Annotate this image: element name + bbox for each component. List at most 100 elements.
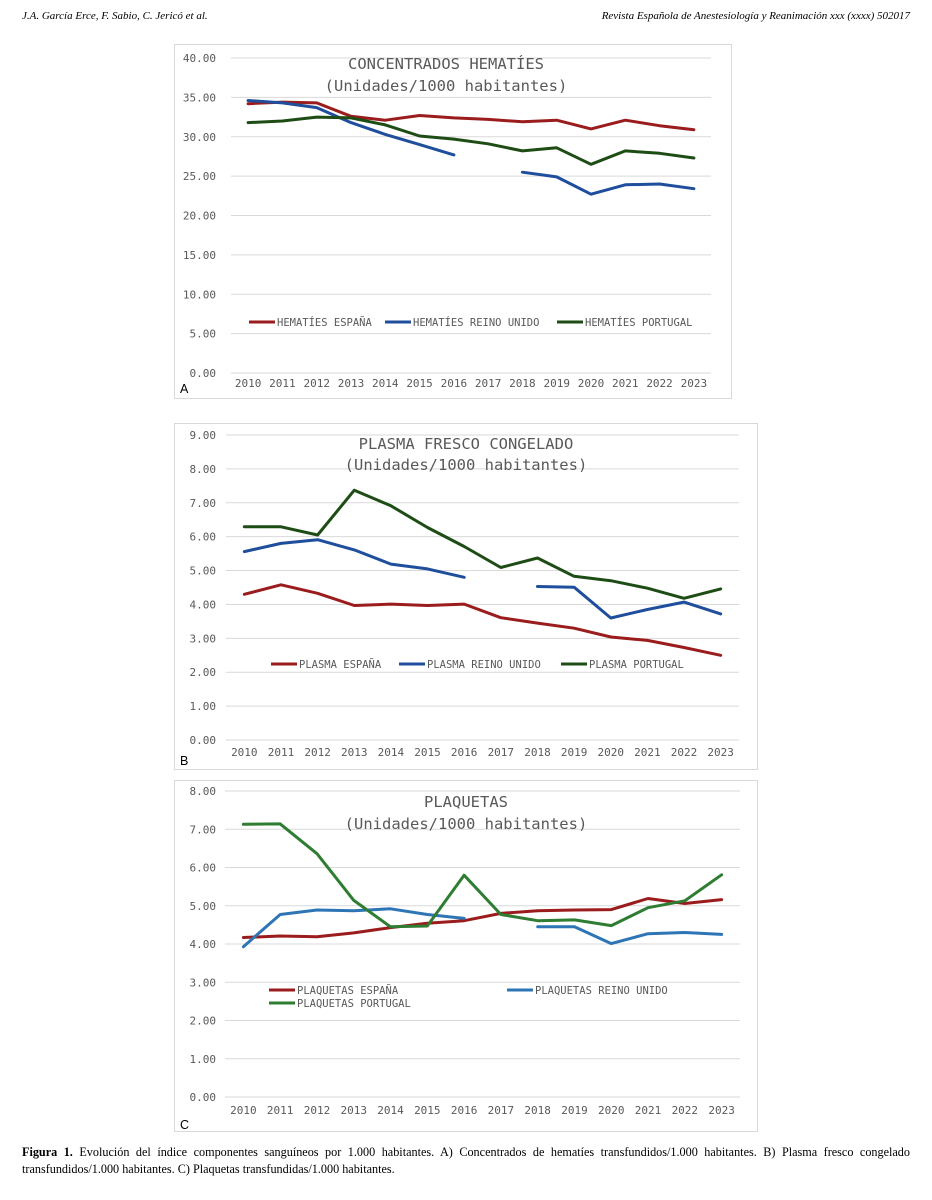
x-tick-label: 2020	[598, 1104, 625, 1117]
x-tick-label: 2011	[268, 746, 295, 759]
series-line-1-segment-0	[241, 907, 466, 949]
y-tick-label: 3.00	[190, 976, 217, 989]
chart-subtitle: (Unidades/1000 habitantes)	[345, 456, 588, 474]
y-tick-label: 10.00	[183, 288, 216, 301]
y-tick-label: 7.00	[190, 497, 217, 510]
y-tick-label: 1.00	[190, 700, 217, 713]
x-tick-label: 2010	[231, 746, 257, 759]
series-line-1-segment-1	[536, 925, 724, 946]
panel-letter: C	[180, 1118, 189, 1131]
x-tick-label: 2023	[708, 1104, 735, 1117]
x-tick-label: 2010	[235, 377, 262, 390]
x-tick-label: 2021	[634, 746, 661, 759]
x-tick-label: 2021	[635, 1104, 662, 1117]
figure-caption: Figura 1. Evolución del índice component…	[22, 1144, 910, 1178]
x-tick-label: 2019	[561, 1104, 588, 1117]
legend-label: PLAQUETAS PORTUGAL	[297, 998, 411, 1010]
x-tick-label: 2019	[543, 377, 570, 390]
y-tick-label: 5.00	[190, 900, 217, 913]
chart-title: PLAQUETAS	[424, 793, 508, 811]
x-tick-label: 2010	[230, 1104, 257, 1117]
legend-label: PLASMA REINO UNIDO	[427, 659, 541, 671]
legend-label: HEMATÍES REINO UNIDO	[413, 316, 539, 329]
x-tick-label: 2017	[488, 1104, 514, 1117]
x-tick-label: 2017	[488, 746, 514, 759]
x-tick-label: 2023	[707, 746, 734, 759]
x-tick-label: 2022	[672, 1104, 699, 1117]
legend-label: PLAQUETAS REINO UNIDO	[535, 985, 668, 997]
running-header-authors: J.A. García Erce, F. Sabio, C. Jericó et…	[22, 10, 208, 22]
y-tick-label: 4.00	[190, 598, 217, 611]
x-tick-label: 2013	[341, 746, 368, 759]
x-tick-label: 2015	[414, 1104, 441, 1117]
x-tick-label: 2012	[303, 377, 330, 390]
legend-label: HEMATÍES PORTUGAL	[585, 316, 692, 329]
chart-title: PLASMA FRESCO CONGELADO	[359, 435, 574, 453]
y-tick-label: 40.00	[183, 52, 216, 65]
legend-label: PLAQUETAS ESPAÑA	[297, 984, 399, 997]
x-tick-label: 2014	[372, 377, 399, 390]
y-tick-label: 1.00	[190, 1053, 217, 1066]
x-tick-label: 2012	[304, 746, 331, 759]
chart-title: CONCENTRADOS HEMATÍES	[348, 54, 544, 73]
y-tick-label: 30.00	[183, 131, 216, 144]
chart-svg-c: 0.00 1.00 2.00 3.00 4.00 5.00 6.00 7.00 8.00 2010…	[180, 785, 740, 1131]
legend-label: HEMATÍES ESPAÑA	[277, 316, 373, 329]
y-tick-label: 2.00	[190, 1015, 217, 1028]
x-tick-label: 2017	[475, 377, 502, 390]
y-tick-label: 0.00	[190, 734, 217, 747]
y-tick-label: 15.00	[183, 249, 216, 262]
x-tick-label: 2020	[578, 377, 605, 390]
x-tick-label: 2015	[406, 377, 433, 390]
y-tick-label: 8.00	[190, 463, 217, 476]
series-line-1-segment-1	[536, 585, 723, 620]
chart-panel-a: 0.00 5.00 10.00 15.00 20.00 25.00 30.00 35.00 40…	[174, 44, 732, 399]
y-tick-label: 2.00	[190, 666, 217, 679]
y-tick-label: 0.00	[190, 367, 217, 380]
y-tick-label: 4.00	[190, 938, 217, 951]
y-tick-label: 6.00	[190, 862, 217, 875]
chart-svg-a: 0.00 5.00 10.00 15.00 20.00 25.00 30.00 35.00 40…	[180, 52, 711, 396]
x-tick-label: 2018	[524, 746, 551, 759]
y-tick-label: 25.00	[183, 170, 216, 183]
x-tick-label: 2013	[338, 377, 365, 390]
legend-label: PLASMA PORTUGAL	[589, 659, 684, 671]
series-line-2-segment-0	[242, 488, 723, 600]
figure-caption-text: Evolución del índice componentes sanguín…	[22, 1145, 910, 1176]
panel-letter: B	[180, 754, 188, 768]
y-tick-label: 20.00	[183, 210, 216, 223]
chart-svg-b: 0.00 1.00 2.00 3.00 4.00 5.00 6.00 7.00 8.00 9.00…	[180, 429, 739, 768]
y-tick-label: 3.00	[190, 632, 217, 645]
x-tick-label: 2023	[681, 377, 708, 390]
series-line-2-segment-0	[241, 822, 724, 929]
series-line-0-segment-0	[246, 100, 696, 132]
x-tick-label: 2013	[341, 1104, 368, 1117]
x-tick-label: 2020	[598, 746, 625, 759]
series-line-2-segment-0	[246, 115, 696, 166]
series-line-1-segment-0	[242, 538, 466, 579]
x-tick-label: 2014	[378, 746, 405, 759]
series-line-0-segment-0	[242, 583, 723, 657]
chart-panel-b: 0.00 1.00 2.00 3.00 4.00 5.00 6.00 7.00 8.00 9.00…	[174, 423, 758, 770]
x-tick-label: 2019	[561, 746, 588, 759]
x-tick-label: 2016	[441, 377, 468, 390]
x-tick-label: 2018	[524, 1104, 551, 1117]
y-tick-label: 0.00	[190, 1091, 217, 1104]
series-line-0-segment-0	[241, 897, 724, 939]
y-tick-label: 5.00	[190, 328, 217, 341]
panel-letter: A	[180, 382, 189, 396]
chart-subtitle: (Unidades/1000 habitantes)	[325, 77, 568, 95]
x-tick-label: 2022	[671, 746, 698, 759]
y-tick-label: 6.00	[190, 531, 217, 544]
x-tick-label: 2016	[451, 1104, 478, 1117]
x-tick-label: 2018	[509, 377, 536, 390]
figure-caption-label: Figura 1.	[22, 1145, 73, 1159]
x-tick-label: 2011	[269, 377, 296, 390]
y-tick-label: 5.00	[190, 565, 217, 578]
legend-label: PLASMA ESPAÑA	[299, 658, 382, 671]
x-tick-label: 2016	[451, 746, 478, 759]
y-tick-label: 8.00	[190, 785, 217, 798]
y-tick-label: 35.00	[183, 91, 216, 104]
chart-subtitle: (Unidades/1000 habitantes)	[345, 815, 588, 833]
series-line-1-segment-0	[246, 99, 456, 157]
